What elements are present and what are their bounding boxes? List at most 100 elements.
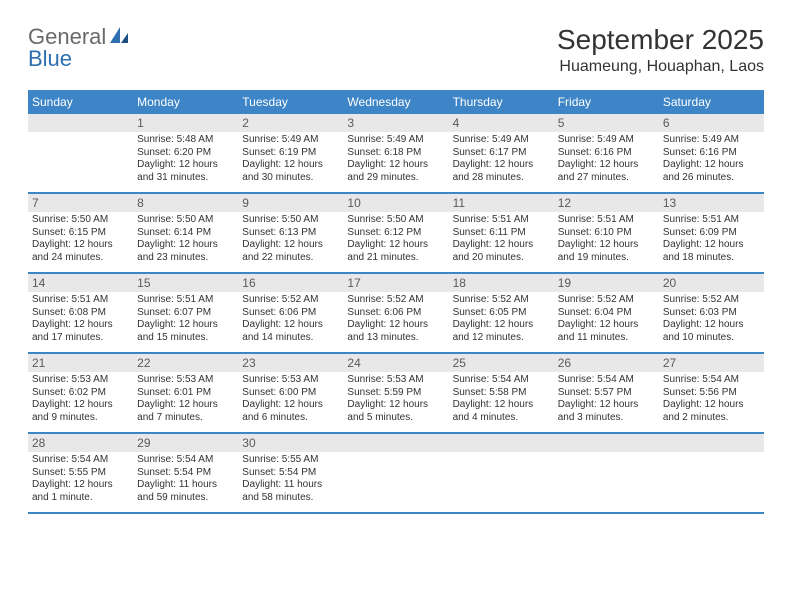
calendar-cell (554, 434, 659, 512)
day-number: 13 (659, 194, 764, 212)
cell-body: Sunrise: 5:49 AMSunset: 6:16 PMDaylight:… (554, 132, 659, 188)
sunset-text: Sunset: 6:11 PM (453, 227, 550, 240)
sunset-text: Sunset: 6:16 PM (558, 147, 655, 160)
cell-body: Sunrise: 5:53 AMSunset: 6:02 PMDaylight:… (28, 372, 133, 428)
day-number: 18 (449, 274, 554, 292)
weeks-container: 1Sunrise: 5:48 AMSunset: 6:20 PMDaylight… (28, 114, 764, 514)
sunset-text: Sunset: 5:58 PM (453, 387, 550, 400)
calendar-cell: 25Sunrise: 5:54 AMSunset: 5:58 PMDayligh… (449, 354, 554, 432)
day-number: 6 (659, 114, 764, 132)
sunset-text: Sunset: 5:57 PM (558, 387, 655, 400)
day-number: 21 (28, 354, 133, 372)
cell-body: Sunrise: 5:51 AMSunset: 6:08 PMDaylight:… (28, 292, 133, 348)
day-number: 15 (133, 274, 238, 292)
day-number: 17 (343, 274, 448, 292)
cell-body: Sunrise: 5:50 AMSunset: 6:15 PMDaylight:… (28, 212, 133, 268)
sunrise-text: Sunrise: 5:51 AM (663, 214, 760, 227)
day-header-thu: Thursday (449, 90, 554, 114)
sunset-text: Sunset: 6:06 PM (347, 307, 444, 320)
day-header-tue: Tuesday (238, 90, 343, 114)
day-number: 5 (554, 114, 659, 132)
logo-sail-icon (108, 25, 130, 50)
sunset-text: Sunset: 6:08 PM (32, 307, 129, 320)
sunrise-text: Sunrise: 5:50 AM (32, 214, 129, 227)
calendar-cell: 6Sunrise: 5:49 AMSunset: 6:16 PMDaylight… (659, 114, 764, 192)
sunset-text: Sunset: 6:10 PM (558, 227, 655, 240)
sunrise-text: Sunrise: 5:53 AM (242, 374, 339, 387)
calendar-cell: 3Sunrise: 5:49 AMSunset: 6:18 PMDaylight… (343, 114, 448, 192)
daylight-text: Daylight: 12 hours and 19 minutes. (558, 239, 655, 264)
sunrise-text: Sunrise: 5:53 AM (137, 374, 234, 387)
sunset-text: Sunset: 6:04 PM (558, 307, 655, 320)
cell-body: Sunrise: 5:51 AMSunset: 6:07 PMDaylight:… (133, 292, 238, 348)
sunset-text: Sunset: 6:00 PM (242, 387, 339, 400)
daylight-text: Daylight: 12 hours and 2 minutes. (663, 399, 760, 424)
sunrise-text: Sunrise: 5:49 AM (558, 134, 655, 147)
day-header-wed: Wednesday (343, 90, 448, 114)
calendar-cell: 26Sunrise: 5:54 AMSunset: 5:57 PMDayligh… (554, 354, 659, 432)
calendar-cell (343, 434, 448, 512)
daylight-text: Daylight: 12 hours and 3 minutes. (558, 399, 655, 424)
daylight-text: Daylight: 12 hours and 14 minutes. (242, 319, 339, 344)
sunset-text: Sunset: 6:13 PM (242, 227, 339, 240)
daylight-text: Daylight: 12 hours and 4 minutes. (453, 399, 550, 424)
daylight-text: Daylight: 12 hours and 30 minutes. (242, 159, 339, 184)
sunset-text: Sunset: 6:16 PM (663, 147, 760, 160)
sunrise-text: Sunrise: 5:51 AM (32, 294, 129, 307)
week-row: 28Sunrise: 5:54 AMSunset: 5:55 PMDayligh… (28, 434, 764, 514)
sunset-text: Sunset: 6:09 PM (663, 227, 760, 240)
header: General September 2025 Huameung, Houapha… (28, 24, 764, 76)
week-row: 14Sunrise: 5:51 AMSunset: 6:08 PMDayligh… (28, 274, 764, 354)
sunrise-text: Sunrise: 5:54 AM (32, 454, 129, 467)
cell-body: Sunrise: 5:52 AMSunset: 6:04 PMDaylight:… (554, 292, 659, 348)
sunrise-text: Sunrise: 5:50 AM (137, 214, 234, 227)
calendar-cell: 14Sunrise: 5:51 AMSunset: 6:08 PMDayligh… (28, 274, 133, 352)
sunrise-text: Sunrise: 5:52 AM (347, 294, 444, 307)
sunset-text: Sunset: 6:14 PM (137, 227, 234, 240)
sunset-text: Sunset: 6:19 PM (242, 147, 339, 160)
day-number: 11 (449, 194, 554, 212)
daylight-text: Daylight: 12 hours and 11 minutes. (558, 319, 655, 344)
sunset-text: Sunset: 6:03 PM (663, 307, 760, 320)
daylight-text: Daylight: 12 hours and 23 minutes. (137, 239, 234, 264)
sunrise-text: Sunrise: 5:54 AM (137, 454, 234, 467)
sunrise-text: Sunrise: 5:49 AM (453, 134, 550, 147)
day-number: 24 (343, 354, 448, 372)
day-number (659, 434, 764, 452)
daylight-text: Daylight: 12 hours and 24 minutes. (32, 239, 129, 264)
sunset-text: Sunset: 6:02 PM (32, 387, 129, 400)
sunrise-text: Sunrise: 5:49 AM (347, 134, 444, 147)
cell-body: Sunrise: 5:53 AMSunset: 6:00 PMDaylight:… (238, 372, 343, 428)
cell-body: Sunrise: 5:54 AMSunset: 5:54 PMDaylight:… (133, 452, 238, 508)
day-number: 30 (238, 434, 343, 452)
calendar-cell (28, 114, 133, 192)
calendar-cell: 28Sunrise: 5:54 AMSunset: 5:55 PMDayligh… (28, 434, 133, 512)
day-number: 23 (238, 354, 343, 372)
daylight-text: Daylight: 12 hours and 13 minutes. (347, 319, 444, 344)
calendar-cell: 22Sunrise: 5:53 AMSunset: 6:01 PMDayligh… (133, 354, 238, 432)
daylight-text: Daylight: 12 hours and 1 minute. (32, 479, 129, 504)
sunrise-text: Sunrise: 5:51 AM (558, 214, 655, 227)
calendar-cell: 17Sunrise: 5:52 AMSunset: 6:06 PMDayligh… (343, 274, 448, 352)
cell-body: Sunrise: 5:52 AMSunset: 6:06 PMDaylight:… (343, 292, 448, 348)
cell-body: Sunrise: 5:52 AMSunset: 6:05 PMDaylight:… (449, 292, 554, 348)
calendar-cell: 27Sunrise: 5:54 AMSunset: 5:56 PMDayligh… (659, 354, 764, 432)
day-number: 7 (28, 194, 133, 212)
sunset-text: Sunset: 5:56 PM (663, 387, 760, 400)
calendar-cell: 19Sunrise: 5:52 AMSunset: 6:04 PMDayligh… (554, 274, 659, 352)
sunrise-text: Sunrise: 5:54 AM (663, 374, 760, 387)
week-row: 21Sunrise: 5:53 AMSunset: 6:02 PMDayligh… (28, 354, 764, 434)
day-header-sun: Sunday (28, 90, 133, 114)
sunset-text: Sunset: 6:15 PM (32, 227, 129, 240)
day-number: 26 (554, 354, 659, 372)
calendar-cell: 5Sunrise: 5:49 AMSunset: 6:16 PMDaylight… (554, 114, 659, 192)
sunset-text: Sunset: 6:06 PM (242, 307, 339, 320)
sunset-text: Sunset: 6:01 PM (137, 387, 234, 400)
calendar-cell (659, 434, 764, 512)
daylight-text: Daylight: 12 hours and 6 minutes. (242, 399, 339, 424)
cell-body: Sunrise: 5:53 AMSunset: 5:59 PMDaylight:… (343, 372, 448, 428)
day-number: 4 (449, 114, 554, 132)
calendar-cell: 2Sunrise: 5:49 AMSunset: 6:19 PMDaylight… (238, 114, 343, 192)
cell-body: Sunrise: 5:52 AMSunset: 6:06 PMDaylight:… (238, 292, 343, 348)
calendar-cell: 20Sunrise: 5:52 AMSunset: 6:03 PMDayligh… (659, 274, 764, 352)
